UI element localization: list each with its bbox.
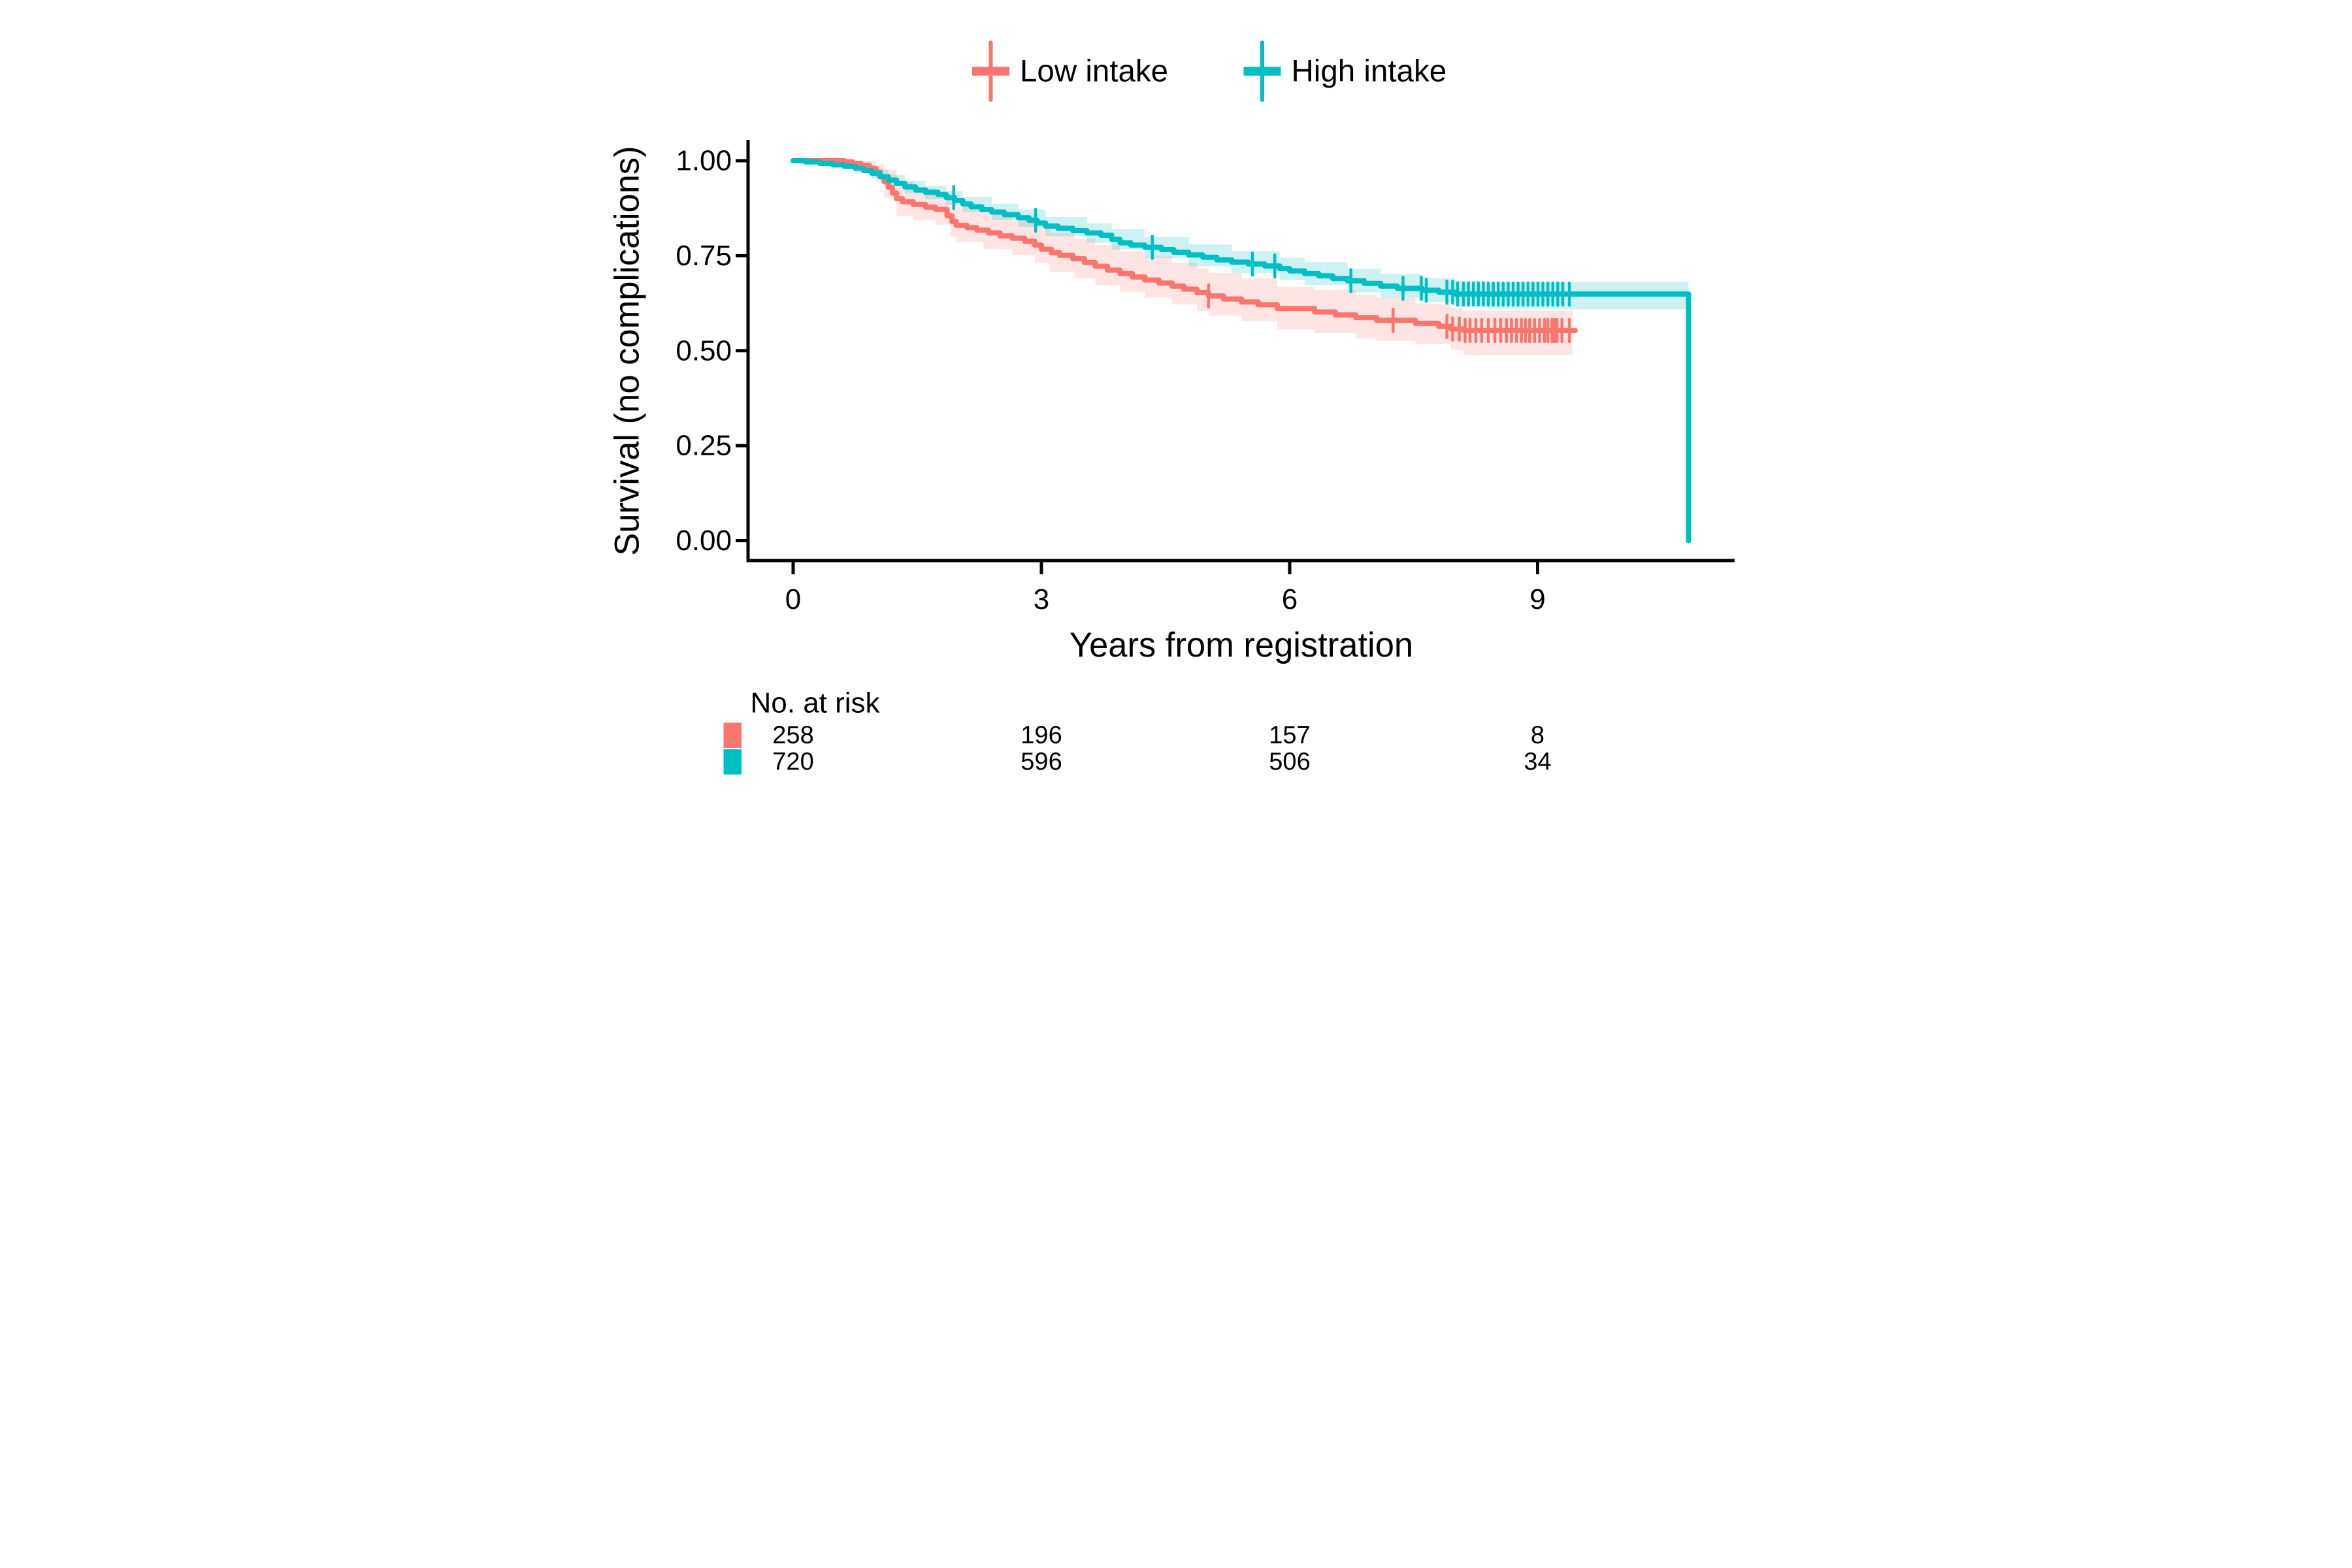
- legend-label-high-intake: High intake: [1292, 54, 1447, 89]
- x-tick-label: 6: [1282, 583, 1298, 615]
- risk-row-high: 720 596 506 34: [772, 748, 1551, 776]
- km-survival-figure: 1.00 0.75 0.50 0.25 0.00 0 3 6 9 Years f…: [588, 0, 1764, 784]
- risk-count: 720: [772, 748, 813, 776]
- low-intake-survival-curve: [791, 158, 1578, 333]
- risk-count: 196: [1021, 722, 1062, 749]
- y-tick-label: 0.25: [676, 430, 732, 462]
- x-tick-label: 0: [785, 583, 801, 615]
- high-intake-censor-marks: [952, 185, 1571, 307]
- y-tick-label: 1.00: [676, 145, 732, 177]
- low-intake-confidence-band: [844, 161, 1573, 355]
- y-tick-label: 0.75: [676, 240, 732, 272]
- x-tick-labels: 0 3 6 9: [785, 583, 1546, 615]
- risk-row-swatch-high: [723, 749, 742, 775]
- x-tick-label: 3: [1034, 583, 1049, 615]
- risk-row-swatch-low: [723, 723, 742, 748]
- risk-table-title: No. at risk: [751, 687, 881, 719]
- risk-count: 258: [772, 722, 813, 749]
- risk-count: 596: [1021, 748, 1062, 776]
- y-axis-title: Survival (no complications): [608, 146, 647, 555]
- legend-key-high-intake: [1243, 41, 1281, 102]
- axes: [736, 140, 1735, 574]
- high-intake-survival-curve: [791, 158, 1691, 544]
- risk-count: 157: [1269, 722, 1310, 749]
- risk-count: 34: [1524, 748, 1551, 776]
- low-intake-censor-marks: [1207, 283, 1571, 344]
- plot-area: [791, 158, 1691, 544]
- risk-count: 506: [1269, 748, 1310, 776]
- legend: Low intake High intake: [972, 41, 1447, 102]
- x-tick-label: 9: [1529, 583, 1545, 615]
- legend-key-low-intake: [972, 41, 1009, 102]
- y-tick-labels: 1.00 0.75 0.50 0.25 0.00: [676, 145, 732, 557]
- legend-label-low-intake: Low intake: [1020, 54, 1168, 89]
- km-plot-canvas: 1.00 0.75 0.50 0.25 0.00 0 3 6 9 Years f…: [588, 0, 1764, 784]
- risk-table: No. at risk 258 196 157 8 720 596 506 34: [723, 687, 1552, 776]
- risk-row-low: 258 196 157 8: [772, 722, 1544, 749]
- risk-count: 8: [1531, 722, 1544, 749]
- y-tick-label: 0.50: [676, 335, 732, 367]
- x-axis-title: Years from registration: [1070, 626, 1413, 664]
- y-tick-label: 0.00: [676, 525, 732, 557]
